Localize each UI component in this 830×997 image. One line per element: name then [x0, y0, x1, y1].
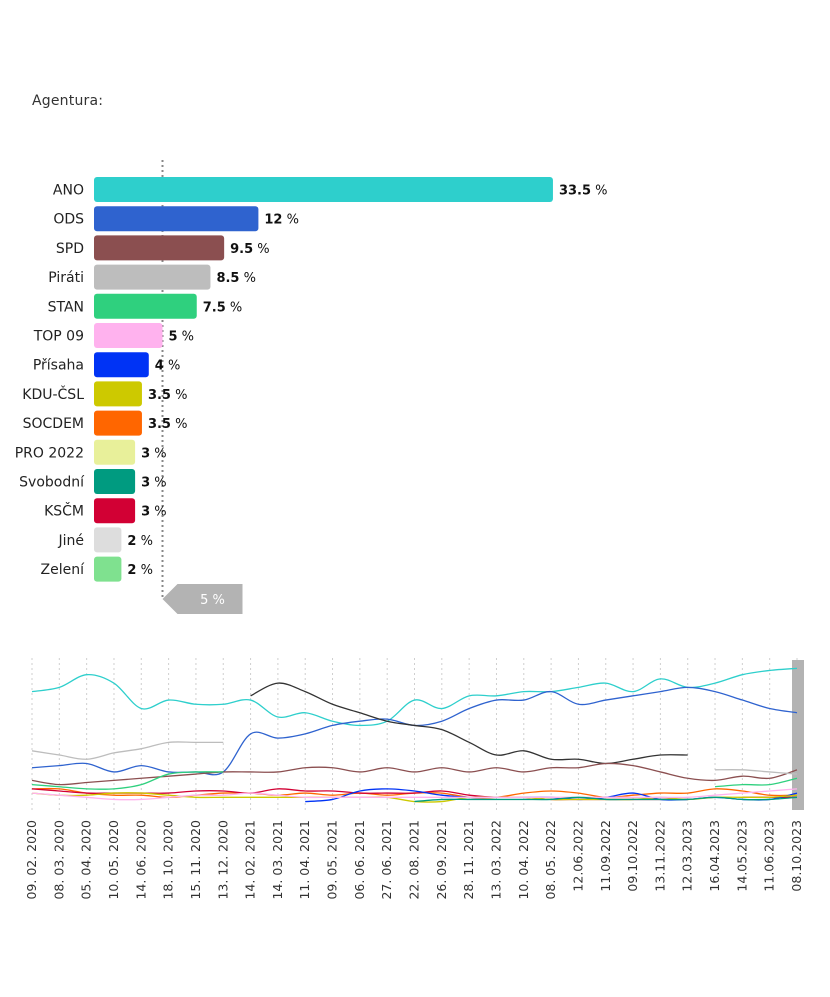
value-label: 9.5 %: [230, 242, 270, 257]
party-label: ANO: [53, 183, 84, 199]
threshold-label: 5 %: [200, 593, 225, 608]
series-line: [414, 796, 798, 803]
series-line: [715, 769, 798, 775]
value-label: 3 %: [141, 505, 167, 520]
x-tick-label: 14. 02. 2021: [243, 820, 258, 900]
party-label: SOCDEM: [23, 416, 84, 432]
x-tick-label: 12.03.2023: [680, 820, 695, 892]
party-bar: [94, 206, 259, 232]
x-tick-label: 16.04.2023: [707, 820, 722, 892]
series-line: [250, 682, 688, 765]
x-tick-label: 28. 11. 2021: [461, 820, 476, 900]
x-tick-label: 13. 12. 2020: [215, 820, 230, 900]
agency-label: Agentura:: [32, 93, 104, 109]
party-label: KSČM: [44, 502, 84, 520]
x-tick-label: 11. 04. 2021: [297, 820, 312, 900]
party-label: Zelení: [41, 562, 86, 578]
party-bar: [94, 469, 136, 494]
x-tick-label: 08.10.2023: [789, 820, 804, 892]
series-line: [31, 667, 798, 727]
party-label: TOP 09: [33, 329, 84, 345]
party-label: STAN: [48, 299, 84, 315]
party-bar: [94, 264, 211, 290]
party-bar: [94, 439, 136, 465]
party-label: Jiné: [57, 533, 84, 549]
value-label: 2 %: [127, 563, 153, 578]
party-bar: [94, 410, 142, 436]
party-bar: [94, 323, 163, 348]
x-tick-label: 09. 02. 2020: [24, 820, 39, 900]
party-label: ODS: [53, 212, 84, 228]
value-label: 5 %: [169, 330, 195, 345]
value-label: 3 %: [141, 446, 167, 461]
x-tick-label: 14.05.2023: [734, 820, 749, 892]
party-bar: [94, 352, 149, 378]
x-tick-label: 11.09.2022: [598, 820, 613, 892]
series-line: [31, 788, 798, 801]
value-label: 3.5 %: [148, 417, 188, 432]
x-tick-label: 27. 06. 2021: [379, 820, 394, 900]
x-tick-label: 13.11.2022: [652, 820, 667, 892]
x-tick-label: 11.06.2023: [762, 820, 777, 892]
x-tick-label: 10. 05. 2020: [106, 820, 121, 900]
party-label: KDU-ČSL: [22, 385, 84, 403]
x-tick-label: 12.06.2022: [570, 820, 585, 892]
value-label: 2 %: [127, 534, 153, 549]
party-label: Přísaha: [33, 358, 84, 374]
timeline-scrollbar[interactable]: [792, 660, 804, 810]
value-label: 3.5 %: [148, 388, 188, 403]
party-bar: [94, 293, 197, 319]
party-bar: [94, 527, 122, 553]
poll-trend-chart: 09. 02. 2020 08. 03. 2020 05. 04. 2020 10. …: [24, 658, 804, 900]
x-tick-label: 26. 09. 2021: [434, 820, 449, 900]
party-label: SPD: [56, 241, 84, 257]
x-tick-label: 09. 05. 2021: [325, 820, 340, 900]
x-tick-label: 18. 10. 2020: [161, 820, 176, 900]
threshold-marker: [162, 584, 243, 614]
x-tick-label: 06. 06. 2021: [352, 820, 367, 900]
x-tick-label: 13. 03. 2022: [488, 820, 503, 900]
value-label: 33.5 %: [559, 184, 608, 199]
x-tick-label: 05. 04. 2020: [79, 820, 94, 900]
x-tick-label: 22. 08. 2021: [407, 820, 422, 900]
x-tick-label: 08. 05. 2022: [543, 820, 558, 900]
party-label: Svobodní: [19, 475, 85, 491]
value-label: 8.5 %: [216, 271, 256, 286]
x-tick-label: 15. 11. 2020: [188, 820, 203, 900]
x-tick-label: 08. 03. 2020: [51, 820, 66, 900]
value-label: 7.5 %: [203, 300, 243, 315]
value-label: 4 %: [155, 359, 181, 374]
x-tick-label: 14. 03. 2021: [270, 820, 285, 900]
x-tick-label: 14. 06. 2020: [133, 820, 148, 900]
value-label: 3 %: [141, 476, 167, 491]
x-tick-label: 09.10.2022: [625, 820, 640, 892]
value-label: 12 %: [264, 213, 299, 228]
party-label: Piráti: [48, 270, 84, 286]
party-bar: [94, 381, 142, 407]
party-label: PRO 2022: [15, 445, 84, 461]
party-bar: [94, 177, 553, 202]
series-line: [31, 771, 224, 790]
x-tick-label: 10. 04. 2022: [516, 820, 531, 900]
party-bar: [94, 556, 122, 582]
party-bar: [94, 498, 136, 524]
party-bar: [94, 235, 225, 261]
series-line: [714, 777, 798, 788]
series-line: [31, 741, 224, 760]
party-bar-chart: ANO 33.5 % ODS 12 % SPD 9.5 % Piráti 8.5 % STAN 7…: [15, 160, 608, 614]
